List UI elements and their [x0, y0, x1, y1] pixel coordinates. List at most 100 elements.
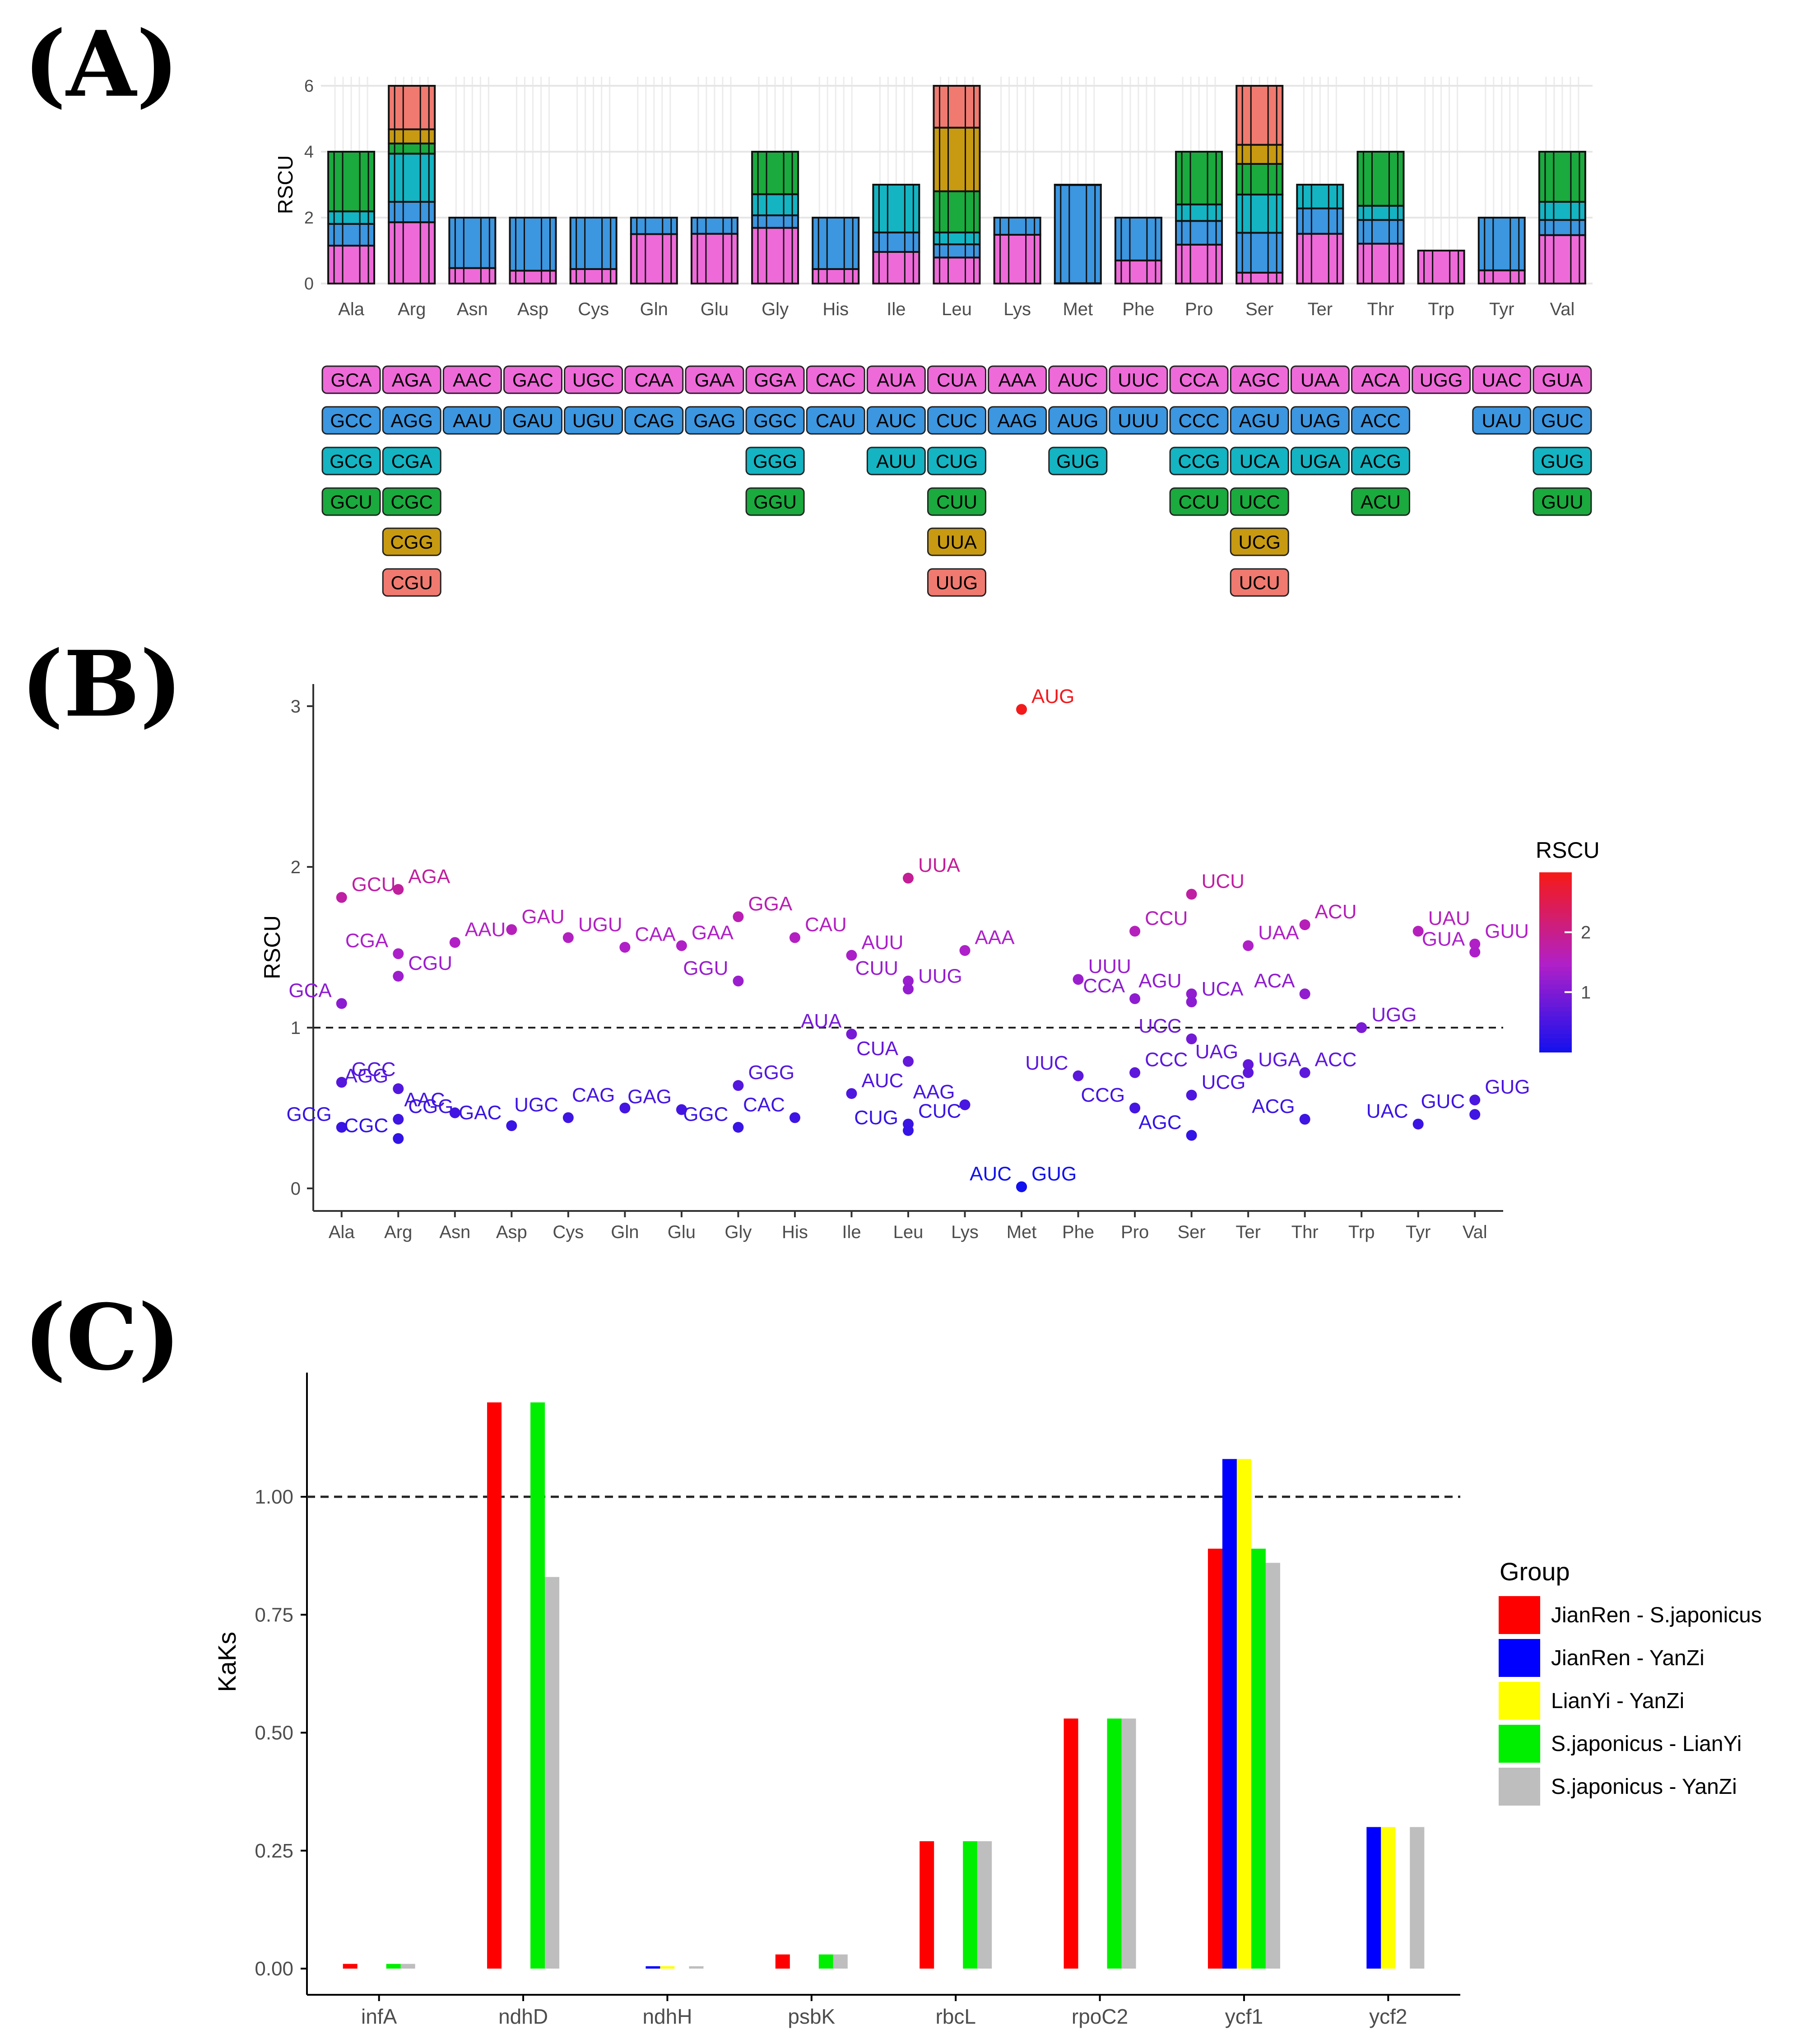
codon-tag-label: GAU: [512, 410, 553, 431]
y-tick-label: 3: [291, 697, 301, 717]
codon-tag-label: GCU: [330, 491, 372, 512]
kaks-bar: [1107, 1718, 1122, 1969]
x-tick-label: psbK: [788, 2005, 835, 2028]
stacked-bar-segment: [1477, 269, 1526, 284]
codon-tag-box: [1290, 447, 1350, 475]
codon-tag: UAU: [1472, 406, 1532, 435]
codon-tag-label: UCA: [1240, 451, 1280, 472]
scatter-point: [1186, 1033, 1197, 1044]
scatter-point: [733, 1122, 744, 1133]
codon-tag-label: CCA: [1179, 369, 1219, 391]
codon-tag-box: [685, 365, 744, 394]
stacked-bar-segment: [448, 217, 497, 269]
scatter-point: [846, 1088, 857, 1099]
codon-tag-box: [927, 568, 986, 597]
stacked-bar-segment: [1477, 217, 1526, 271]
codon-tag: ACA: [1351, 365, 1410, 394]
point-label: ACA: [1254, 970, 1295, 992]
stacked-bar-segment: [933, 231, 981, 246]
scatter-point: [619, 1103, 631, 1113]
codon-tag-label: AUC: [876, 410, 916, 431]
x-tick-label: infA: [361, 2005, 397, 2028]
x-tick-label: Leu: [942, 299, 972, 319]
y-tick-label: 6: [304, 77, 314, 96]
point-label: UUG: [918, 965, 962, 987]
point-label: GUA: [1422, 928, 1465, 950]
codon-tag: AAA: [988, 365, 1047, 394]
scatter-point: [733, 1080, 744, 1091]
kaks-bar: [1265, 1563, 1280, 1969]
x-tick-label: Cys: [578, 299, 609, 319]
kaks-bar: [530, 1402, 545, 1969]
scatter-point: [846, 950, 857, 961]
stacked-bar-segment: [690, 233, 738, 285]
codon-tag-box: [1048, 406, 1108, 435]
scatter-point: [789, 932, 800, 943]
codon-tag-box: [321, 487, 381, 516]
point-label: GCC: [352, 1058, 396, 1080]
stacked-bar-segment: [1175, 151, 1223, 205]
scatter-point: [336, 1122, 347, 1133]
codon-tag: UGC: [564, 365, 623, 394]
codon-tag-box: [1230, 447, 1289, 475]
point-label: CCC: [1145, 1049, 1188, 1071]
point-label: AUU: [861, 931, 903, 954]
x-tick-label: Thr: [1291, 1222, 1319, 1242]
scatter-point: [1469, 946, 1481, 958]
codon-tag-label: AGC: [1239, 369, 1280, 391]
x-tick-label: Ile: [887, 299, 906, 319]
codon-tag: AGC: [1230, 365, 1289, 394]
codon-tag-box: [866, 406, 926, 435]
scatter-point: [1469, 1094, 1481, 1106]
legend-gradient-step: [1539, 1029, 1572, 1035]
stacked-bar-segment: [630, 233, 678, 284]
legend-gradient-step: [1539, 872, 1572, 877]
codon-tag-box: [806, 365, 865, 394]
scatter-point: [336, 892, 347, 903]
stacked-bar-segment: [1054, 184, 1102, 284]
stacked-bar-segment: [933, 190, 981, 233]
stacked-bar-segment: [448, 267, 497, 285]
stacked-bar-segment: [1235, 144, 1284, 165]
codon-tag-label: ACC: [1361, 410, 1401, 431]
stacked-bar-segment: [1114, 259, 1162, 285]
codon-tag-label: CUC: [936, 410, 977, 431]
x-tick-label: Ile: [842, 1222, 861, 1242]
stacked-bar-segment: [569, 268, 618, 285]
codon-tag-box: [1230, 527, 1289, 556]
x-tick-label: Trp: [1428, 299, 1454, 319]
codon-tag: AUC: [866, 406, 926, 435]
point-label: ACC: [1315, 1049, 1357, 1071]
codon-tag-label: AGU: [1239, 410, 1280, 431]
kaks-bar: [1366, 1827, 1381, 1969]
scatter-point: [1016, 1181, 1027, 1192]
codon-tag-box: [927, 365, 986, 394]
codon-tag-label: AUG: [1057, 410, 1098, 431]
x-tick-label: Ter: [1235, 1222, 1261, 1242]
codon-tag-label: UAU: [1482, 410, 1522, 431]
x-tick-label: Ala: [338, 299, 365, 319]
x-tick-label: Leu: [893, 1222, 924, 1242]
codon-tag-box: [988, 406, 1047, 435]
codon-tag: GUG: [1048, 447, 1108, 475]
codon-tag-box: [1048, 365, 1108, 394]
codon-tag-box: [685, 406, 744, 435]
codon-tag: CCC: [1169, 406, 1229, 435]
codon-tag: AGU: [1230, 406, 1289, 435]
stacked-bar-segment: [1538, 234, 1586, 284]
point-label: CAG: [572, 1084, 615, 1106]
codon-tag: UAG: [1290, 406, 1350, 435]
codon-tag: GCG: [321, 447, 381, 475]
stacked-bar-segment: [388, 142, 436, 155]
x-tick-label: Asn: [439, 1222, 470, 1242]
codon-tag-box: [503, 365, 562, 394]
x-tick-label: His: [782, 1222, 808, 1242]
kaks-bar: [775, 1954, 790, 1969]
codon-tag: UCC: [1230, 487, 1289, 516]
codon-tag-label: UUG: [936, 572, 978, 593]
kaks-bar: [545, 1577, 560, 1969]
legend-swatch: [1499, 1596, 1540, 1634]
legend-gradient-step: [1539, 984, 1572, 990]
codon-tag-box: [321, 447, 381, 475]
point-label: ACG: [1252, 1095, 1295, 1117]
